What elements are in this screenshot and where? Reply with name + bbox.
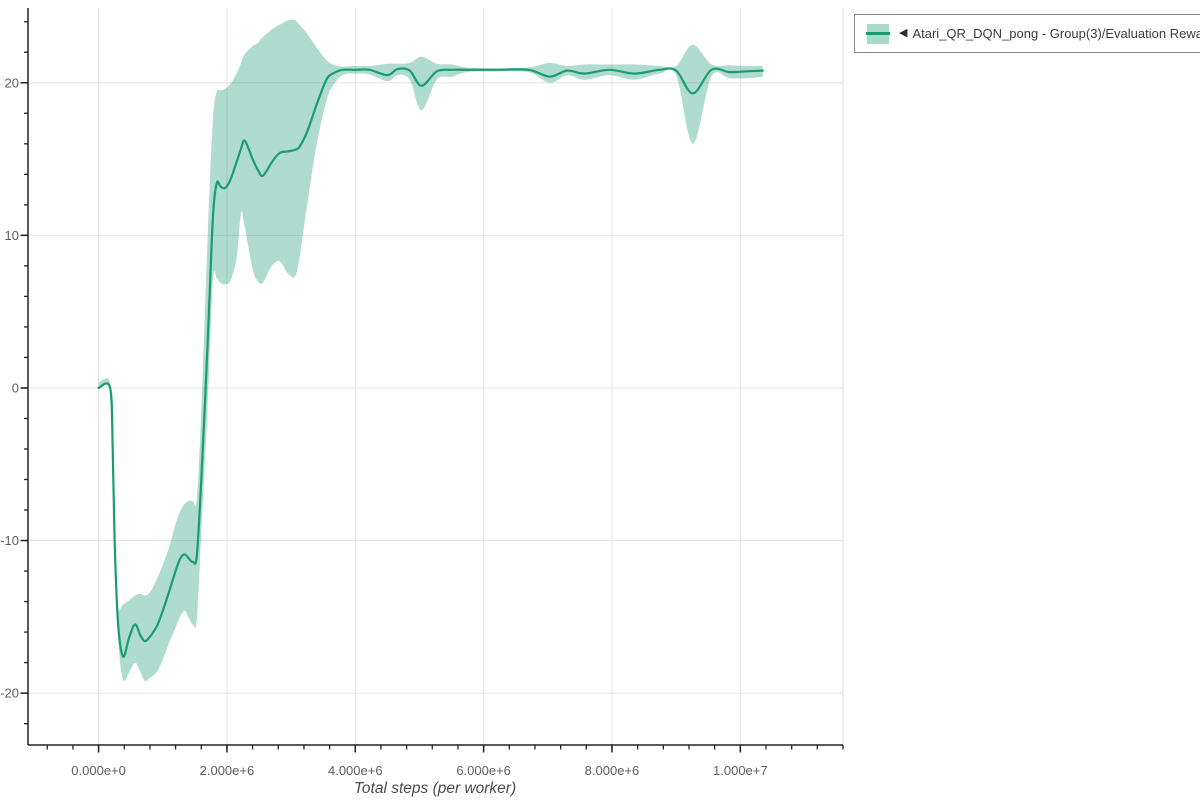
x-tick-label: 4.000e+6 <box>328 763 383 778</box>
mean-line <box>97 67 764 658</box>
x-tick-label: 2.000e+6 <box>200 763 255 778</box>
plot-area[interactable] <box>28 8 843 745</box>
x-tick-label: 1.000e+7 <box>713 763 768 778</box>
series-band-swatch-icon <box>866 23 890 44</box>
confidence-band <box>98 19 763 682</box>
y-tick-label: 10 <box>5 228 19 243</box>
legend-item[interactable]: ◀ Atari_QR_DQN_pong - Group(3)/Evaluatio… <box>855 15 1200 52</box>
x-tick-label: 0.000e+0 <box>71 763 126 778</box>
y-tick-label: -20 <box>0 686 19 701</box>
y-tick-label: 0 <box>12 380 19 395</box>
legend: ◀ Atari_QR_DQN_pong - Group(3)/Evaluatio… <box>854 14 1200 53</box>
x-tick-label: 6.000e+6 <box>456 763 511 778</box>
x-axis-title: Total steps (per worker) <box>354 780 516 797</box>
x-tick-label: 8.000e+6 <box>585 763 640 778</box>
y-tick-label: -10 <box>0 533 19 548</box>
collapse-triangle-icon: ◀ <box>899 27 908 39</box>
legend-series-label: Atari_QR_DQN_pong - Group(3)/Evaluation … <box>912 26 1200 41</box>
series-line-icon <box>866 32 890 35</box>
y-tick-label: 20 <box>5 75 19 90</box>
